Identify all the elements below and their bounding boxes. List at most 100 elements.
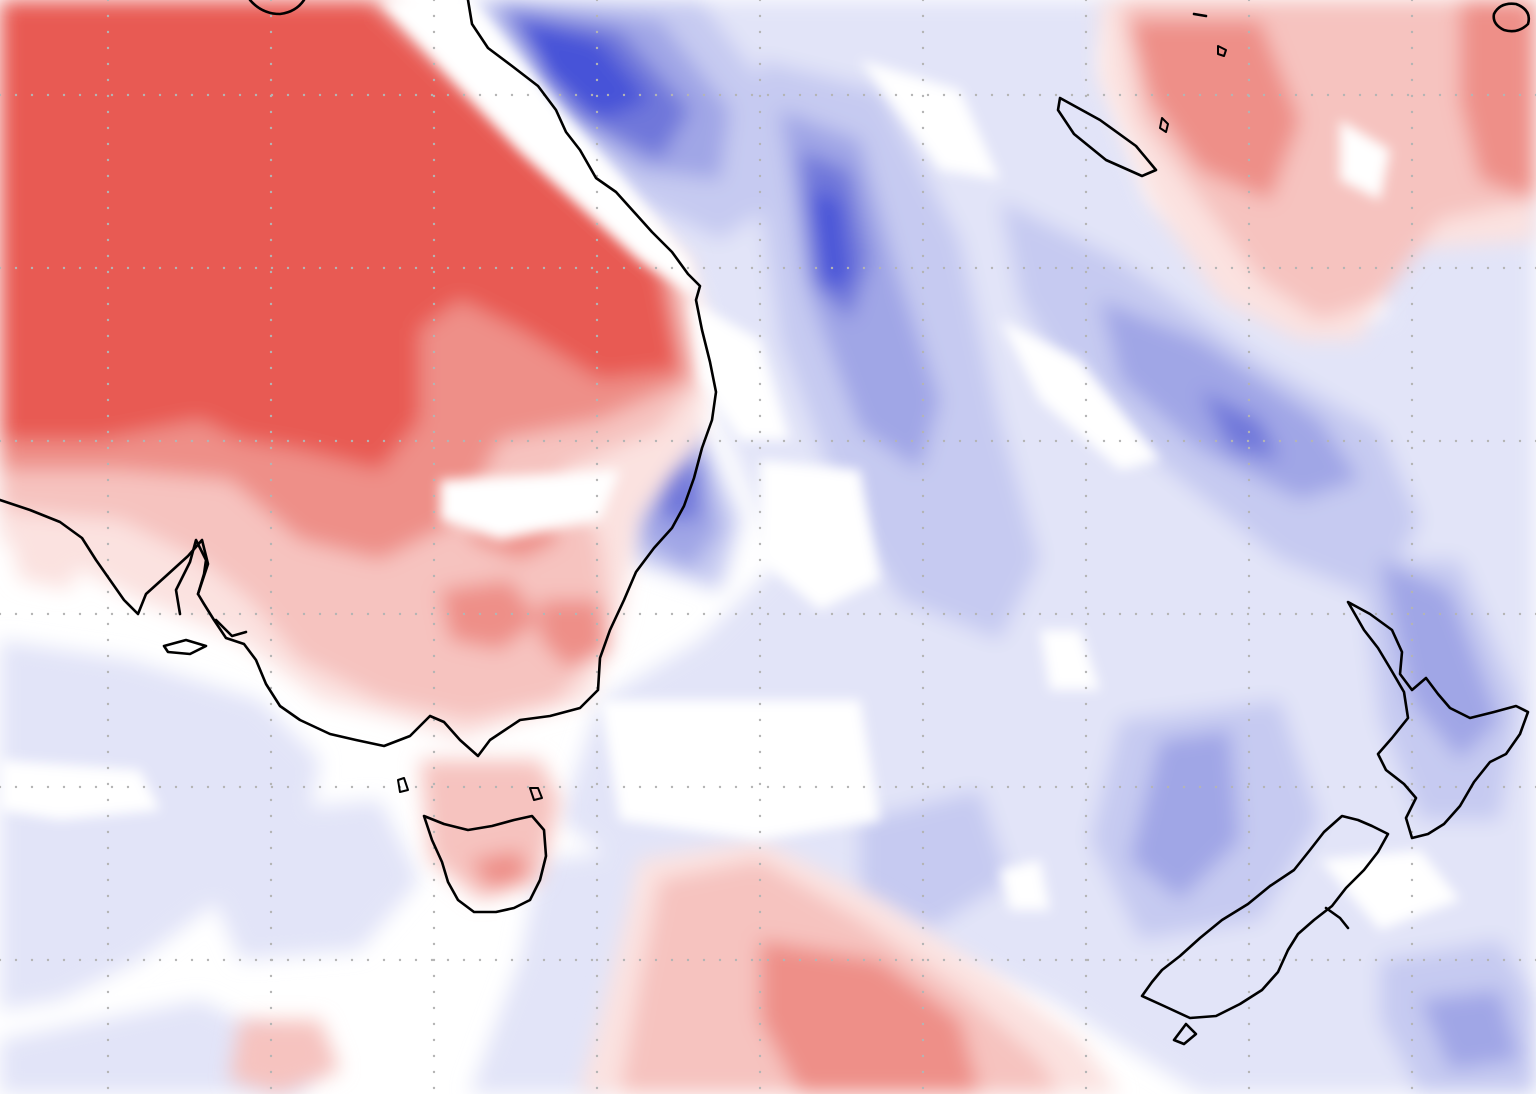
grid-dot	[78, 93, 82, 97]
grid-dot	[638, 439, 642, 443]
grid-dot	[878, 93, 882, 97]
grid-dot	[1150, 266, 1154, 270]
grid-dot	[1410, 78, 1414, 82]
grid-dot	[46, 93, 50, 97]
grid-dot	[1410, 174, 1414, 178]
grid-dot	[286, 93, 290, 97]
grid-dot	[1247, 158, 1251, 162]
grid-dot	[595, 1054, 599, 1058]
grid-dot	[1247, 190, 1251, 194]
grid-dot	[921, 46, 925, 50]
grid-dot	[654, 612, 658, 616]
grid-dot	[1214, 93, 1218, 97]
grid-dot	[758, 398, 762, 402]
grid-dot	[574, 93, 578, 97]
grid-dot	[758, 1006, 762, 1010]
grid-dot	[1102, 93, 1106, 97]
grid-dot	[910, 958, 914, 962]
grid-dot	[432, 366, 436, 370]
grid-dot	[921, 750, 925, 754]
grid-dot	[269, 750, 273, 754]
grid-dot	[942, 958, 946, 962]
grid-dot	[921, 62, 925, 66]
gulf-st-vincent	[214, 618, 248, 638]
grid-dot	[462, 958, 466, 962]
grid-dot	[432, 942, 436, 946]
grid-dot	[1518, 612, 1522, 616]
grid-dot	[334, 785, 338, 789]
grid-dot	[269, 974, 273, 978]
grid-dot	[1247, 1086, 1251, 1090]
grid-dot	[110, 958, 114, 962]
grid-dot	[595, 702, 599, 706]
grid-dot	[478, 612, 482, 616]
grid-dot	[758, 0, 762, 2]
grid-dot	[921, 414, 925, 418]
grid-dot	[446, 93, 450, 97]
grid-dot	[1410, 382, 1414, 386]
grid-dot	[921, 446, 925, 450]
grid-dot	[1134, 785, 1138, 789]
grid-dot	[1247, 382, 1251, 386]
grid-dot	[1247, 702, 1251, 706]
grid-dot	[718, 958, 722, 962]
grid-dot	[921, 478, 925, 482]
grid-dot	[574, 785, 578, 789]
grid-dot	[558, 612, 562, 616]
grid-dot	[106, 942, 110, 946]
grid-dot	[758, 174, 762, 178]
grid-dot	[269, 254, 273, 258]
grid-dot	[106, 990, 110, 994]
grid-dot	[1038, 958, 1042, 962]
grid-dot	[1086, 93, 1090, 97]
grid-dot	[269, 206, 273, 210]
grid-dot	[1410, 270, 1414, 274]
grid-dot	[1294, 785, 1298, 789]
grid-dot	[432, 238, 436, 242]
grid-dot	[830, 612, 834, 616]
top-left-island	[248, 0, 306, 16]
grid-dot	[106, 974, 110, 978]
grid-dot	[1247, 334, 1251, 338]
grid-dot	[158, 958, 162, 962]
grid-dot	[1310, 958, 1314, 962]
grid-dot	[462, 266, 466, 270]
grid-dot	[432, 862, 436, 866]
grid-dot	[1084, 0, 1088, 2]
grid-dot	[269, 622, 273, 626]
grid-dot	[921, 270, 925, 274]
grid-dot	[1422, 785, 1426, 789]
grid-dot	[921, 606, 925, 610]
grid-dot	[1410, 158, 1414, 162]
grid-dot	[1247, 846, 1251, 850]
grid-dot	[595, 526, 599, 530]
grid-dot	[510, 612, 514, 616]
grid-dot	[526, 785, 530, 789]
grid-dot	[106, 670, 110, 674]
grid-dot	[766, 612, 770, 616]
grid-dot	[158, 266, 162, 270]
grid-dot	[478, 93, 482, 97]
grid-dot	[206, 439, 210, 443]
grid-dot	[595, 398, 599, 402]
grid-dot	[686, 612, 690, 616]
grid-dot	[206, 266, 210, 270]
grid-dot	[1262, 439, 1266, 443]
grid-dot	[414, 958, 418, 962]
grid-dot	[595, 638, 599, 642]
grid-dot	[1084, 62, 1088, 66]
grid-dot	[1054, 266, 1058, 270]
grid-dot	[558, 93, 562, 97]
grid-dot	[1518, 439, 1522, 443]
grid-dot	[94, 958, 98, 962]
grid-dot	[1150, 439, 1154, 443]
grid-dot	[638, 266, 642, 270]
grid-dot	[758, 1038, 762, 1042]
grid-dot	[366, 439, 370, 443]
grid-dot	[478, 266, 482, 270]
grid-dot	[990, 93, 994, 97]
grid-dot	[238, 439, 242, 443]
grid-dot	[1150, 93, 1154, 97]
grid-dot	[878, 785, 882, 789]
grid-dot	[910, 785, 914, 789]
